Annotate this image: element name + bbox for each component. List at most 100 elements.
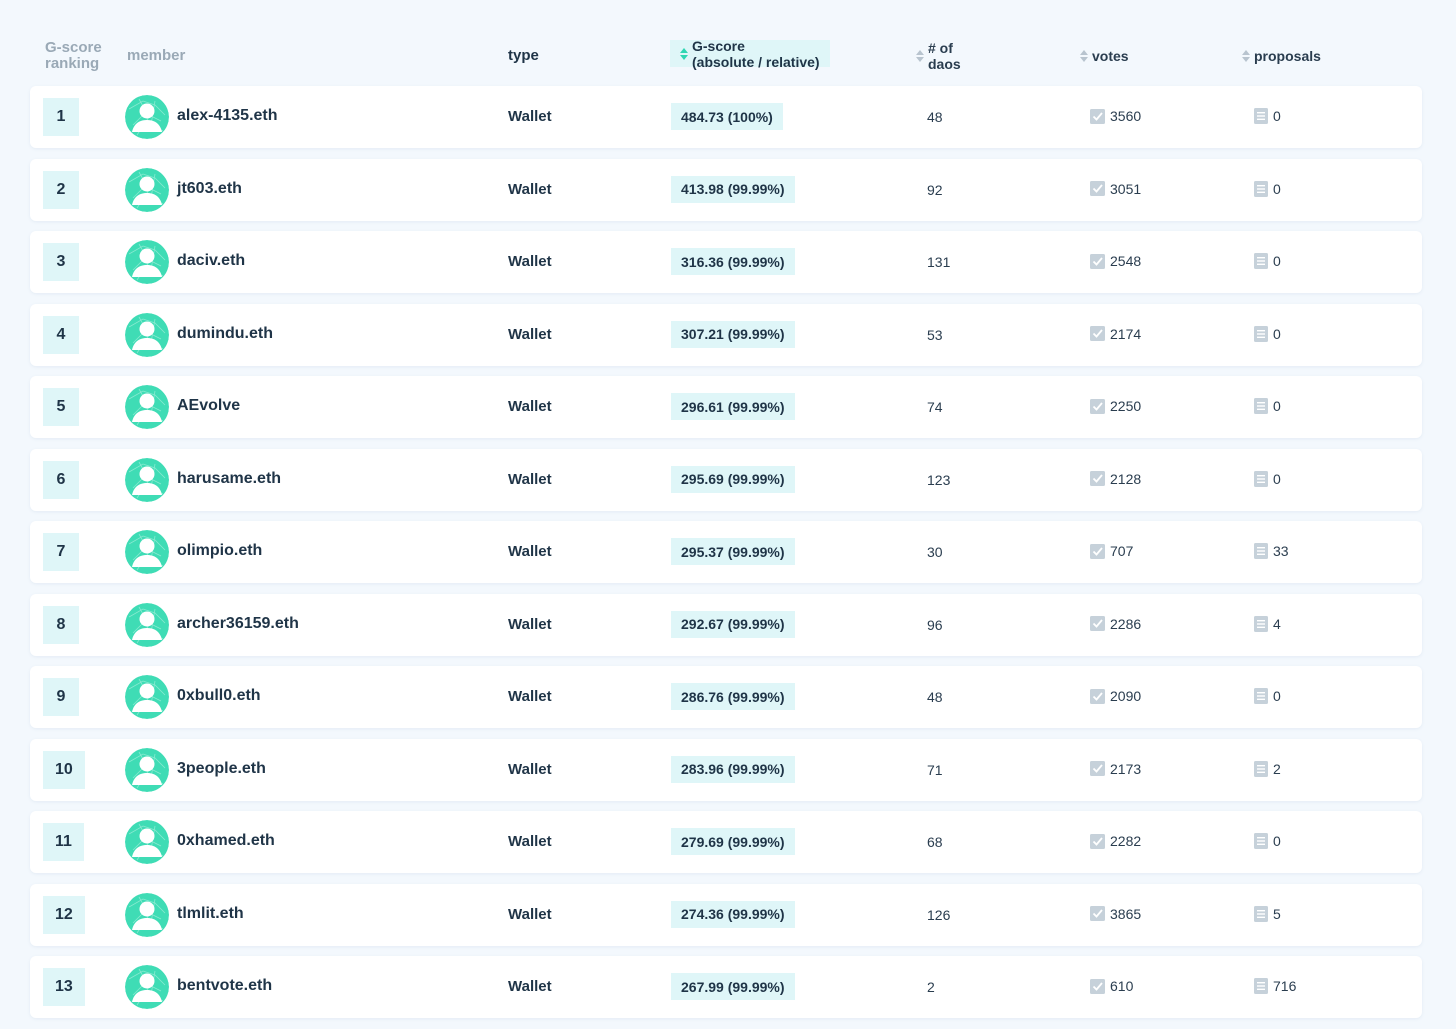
- proposals-count: 0: [1273, 180, 1281, 197]
- table-row[interactable]: 8 archer36159.eth Wallet 292.67 (99.99%)…: [30, 593, 1422, 656]
- header-member-label: member: [127, 47, 186, 64]
- header-daos-sort[interactable]: # of daos: [916, 40, 961, 72]
- votes-cell: 3865: [1090, 906, 1141, 922]
- vote-check-icon: [1090, 761, 1105, 776]
- document-icon: [1254, 543, 1268, 559]
- member-name[interactable]: 0xbull0.eth: [177, 687, 261, 704]
- header-type: type: [508, 48, 539, 64]
- gscore-value: 316.36 (99.99%): [681, 253, 785, 270]
- table-header: G-score ranking member type G-score (abs…: [30, 0, 1422, 86]
- rank-value: 2: [56, 180, 66, 198]
- avatar-icon[interactable]: [125, 892, 169, 937]
- vote-check-icon: [1090, 108, 1105, 124]
- proposals-count: 0: [1273, 108, 1281, 124]
- header-proposals-label: proposals: [1254, 48, 1321, 64]
- votes-cell: 2174: [1090, 326, 1141, 342]
- member-name[interactable]: bentvote.eth: [177, 977, 273, 994]
- rank-value: 3: [56, 253, 66, 270]
- proposals-count: 0: [1273, 688, 1281, 704]
- votes-cell: 2128: [1090, 471, 1141, 487]
- table-row[interactable]: 3 daciv.eth Wallet 316.36 (99.99%) 131 2…: [30, 231, 1422, 293]
- table-row[interactable]: 11 0xhamed.eth Wallet 279.69 (99.99%) 68…: [30, 811, 1422, 873]
- member-name[interactable]: AEvolve: [177, 397, 241, 414]
- header-gscore-line1: G-score: [692, 37, 745, 54]
- member-name[interactable]: alex-4135.eth: [177, 107, 278, 124]
- rank-badge: 10: [43, 750, 85, 789]
- table-body: 1 alex-4135.eth Wallet 484.73 (100%) 48 …: [30, 86, 1422, 1018]
- proposals-count: 0: [1273, 833, 1281, 849]
- daos-count: 92: [927, 181, 943, 198]
- document-icon: [1254, 470, 1268, 487]
- table-row[interactable]: 13 bentvote.eth Wallet 267.99 (99.99%) 2…: [30, 956, 1422, 1018]
- member-name[interactable]: jt603.eth: [177, 179, 242, 197]
- avatar-icon[interactable]: [125, 95, 169, 139]
- votes-cell: 3051: [1090, 181, 1141, 197]
- rank-badge: 4: [43, 315, 79, 354]
- gscore-badge: 292.67 (99.99%): [671, 610, 795, 638]
- rank-value: 4: [56, 325, 66, 343]
- sort-icon: [1242, 48, 1250, 64]
- gscore-badge: 484.73 (100%): [671, 103, 783, 130]
- avatar-icon[interactable]: [125, 312, 169, 357]
- vote-check-icon: [1090, 688, 1105, 704]
- avatar-icon[interactable]: [125, 675, 169, 719]
- member-type: Wallet: [508, 905, 552, 923]
- table-row[interactable]: 7 olimpio.eth Wallet 295.37 (99.99%) 30 …: [30, 521, 1422, 583]
- member-name[interactable]: tlmlit.eth: [177, 904, 244, 922]
- votes-count: 2282: [1110, 833, 1142, 849]
- proposals-count: 0: [1273, 253, 1281, 269]
- table-row[interactable]: 6 harusame.eth Wallet 295.69 (99.99%) 12…: [30, 448, 1422, 511]
- proposals-cell: 0: [1254, 470, 1281, 487]
- avatar-icon[interactable]: [125, 167, 169, 212]
- avatar-icon[interactable]: [125, 602, 169, 647]
- member-name[interactable]: 0xhamed.eth: [177, 832, 275, 849]
- table-row[interactable]: 5 AEvolve Wallet 296.61 (99.99%) 74 2250: [30, 376, 1422, 438]
- member-name[interactable]: dumindu.eth: [177, 324, 273, 342]
- avatar-icon[interactable]: [125, 820, 169, 864]
- member-name[interactable]: harusame.eth: [177, 469, 282, 487]
- document-icon: [1254, 760, 1268, 777]
- gscore-badge: 283.96 (99.99%): [671, 755, 795, 783]
- gscore-value: 267.99 (99.99%): [681, 978, 785, 995]
- member-name[interactable]: 3people.eth: [177, 759, 266, 777]
- gscore-badge: 296.61 (99.99%): [671, 393, 795, 420]
- document-icon: [1254, 688, 1268, 704]
- rank-badge: 9: [43, 678, 79, 716]
- table-row[interactable]: 10 3people.eth Wallet 283.96 (99.99%) 71…: [30, 738, 1422, 801]
- avatar-icon[interactable]: [125, 965, 169, 1009]
- header-member: member: [127, 48, 185, 64]
- table-row[interactable]: 12 tlmlit.eth Wallet 274.36 (99.99%) 126…: [30, 883, 1422, 946]
- rank-badge: 5: [43, 388, 79, 426]
- header-proposals-sort[interactable]: proposals: [1242, 48, 1321, 64]
- vote-check-icon: [1090, 398, 1105, 414]
- avatar-icon[interactable]: [125, 747, 169, 792]
- rank-badge: 8: [43, 605, 79, 644]
- header-gscore-label: G-score (absolute / relative): [692, 38, 820, 70]
- table-row[interactable]: 1 alex-4135.eth Wallet 484.73 (100%) 48 …: [30, 86, 1422, 148]
- table-row[interactable]: 4 dumindu.eth Wallet 307.21 (99.99%) 53 …: [30, 303, 1422, 366]
- avatar-icon[interactable]: [125, 385, 169, 429]
- avatar-icon[interactable]: [125, 240, 169, 284]
- member-name[interactable]: olimpio.eth: [177, 542, 263, 559]
- vote-check-icon: [1090, 326, 1105, 341]
- table-row[interactable]: 2 jt603.eth Wallet 413.98 (99.99%) 92 30…: [30, 158, 1422, 221]
- proposals-cell: 0: [1254, 398, 1281, 414]
- gscore-value: 295.69 (99.99%): [681, 471, 785, 487]
- document-icon: [1254, 398, 1268, 414]
- table-row[interactable]: 9 0xbull0.eth Wallet 286.76 (99.99%) 48 …: [30, 666, 1422, 728]
- gscore-badge: 295.37 (99.99%): [671, 538, 795, 565]
- avatar-icon[interactable]: [125, 457, 169, 502]
- header-votes-sort[interactable]: votes: [1080, 48, 1129, 64]
- vote-check-icon: [1090, 833, 1105, 849]
- votes-cell: 707: [1090, 543, 1133, 559]
- votes-count: 3865: [1110, 905, 1142, 922]
- header-rank[interactable]: G-score ranking: [45, 40, 125, 72]
- header-gscore-sort[interactable]: G-score (absolute / relative): [670, 38, 830, 70]
- member-name[interactable]: daciv.eth: [177, 252, 246, 269]
- gscore-value: 307.21 (99.99%): [681, 326, 785, 342]
- gscore-badge: 307.21 (99.99%): [671, 320, 795, 348]
- avatar-icon[interactable]: [125, 530, 169, 574]
- proposals-cell: 0: [1254, 108, 1281, 124]
- member-name[interactable]: archer36159.eth: [177, 614, 299, 632]
- rank-value: 12: [55, 905, 73, 923]
